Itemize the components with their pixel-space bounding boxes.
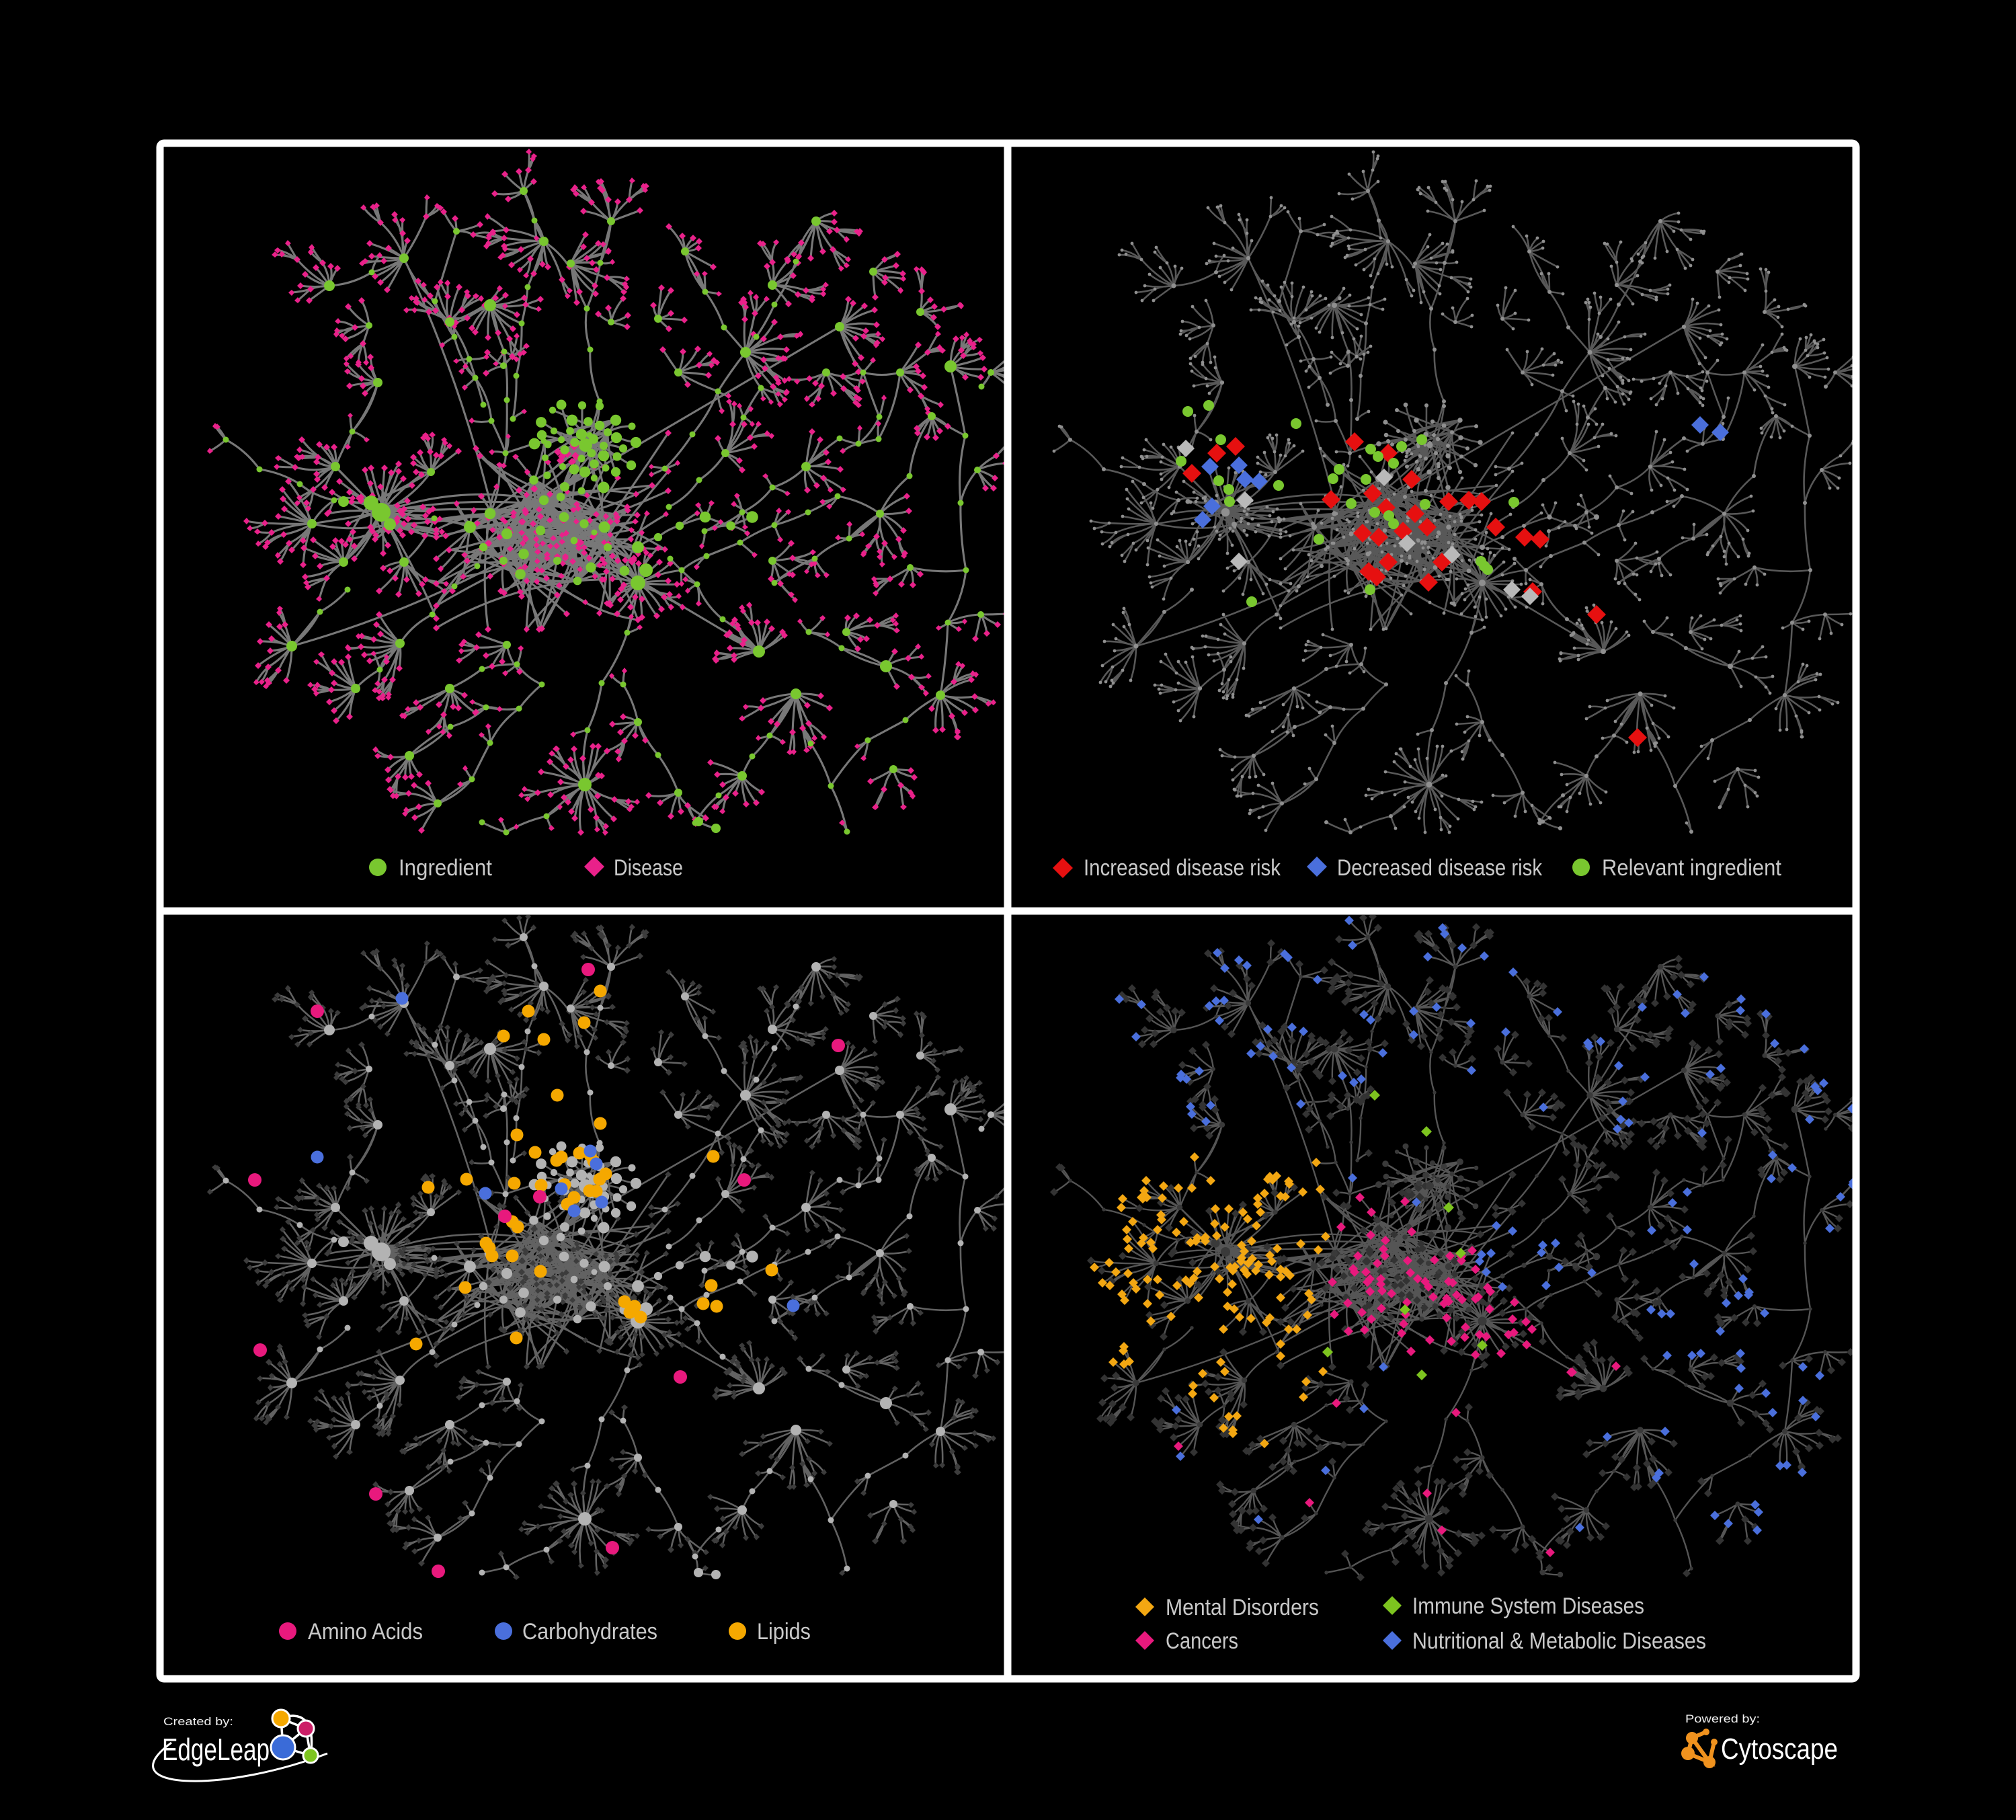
- svg-text:Ingredient: Ingredient: [399, 855, 492, 881]
- svg-text:Powered by:: Powered by:: [1685, 1712, 1760, 1725]
- svg-text:Immune System Diseases: Immune System Diseases: [1412, 1593, 1644, 1619]
- svg-text:Disease: Disease: [614, 855, 683, 881]
- svg-text:Relevant ingredient: Relevant ingredient: [1602, 855, 1782, 881]
- svg-text:Carbohydrates: Carbohydrates: [522, 1619, 657, 1645]
- svg-text:Mental Disorders: Mental Disorders: [1166, 1595, 1319, 1620]
- svg-text:Lipids: Lipids: [757, 1619, 811, 1645]
- svg-text:Created by:: Created by:: [163, 1715, 233, 1728]
- svg-text:Cancers: Cancers: [1166, 1628, 1238, 1654]
- svg-text:Nutritional & Metabolic Diseas: Nutritional & Metabolic Diseases: [1412, 1628, 1706, 1654]
- svg-text:Increased disease risk: Increased disease risk: [1084, 855, 1281, 881]
- svg-text:Amino Acids: Amino Acids: [308, 1619, 423, 1645]
- svg-text:EdgeLeap: EdgeLeap: [162, 1732, 270, 1767]
- svg-text:Decreased disease risk: Decreased disease risk: [1337, 855, 1543, 881]
- svg-text:Cytoscape: Cytoscape: [1721, 1733, 1838, 1766]
